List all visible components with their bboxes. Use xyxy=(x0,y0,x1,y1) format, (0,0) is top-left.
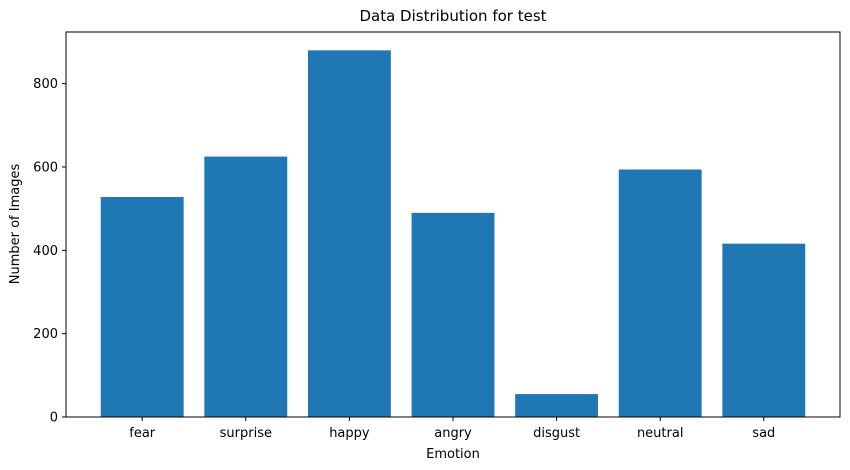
plot-area: fear surprise happy angry disgust neutral sad 0… xyxy=(33,50,806,441)
y-tick-label-0: 0 xyxy=(50,411,58,426)
x-tick-label-sad: sad xyxy=(752,426,775,441)
x-tick-label-surprise: surprise xyxy=(220,426,272,441)
x-axis-label: Emotion xyxy=(426,447,480,462)
chart-title: Data Distribution for test xyxy=(359,7,546,25)
y-axis-label: Number of Images xyxy=(8,164,23,285)
bar-angry xyxy=(411,212,495,417)
x-tick-label-happy: happy xyxy=(329,426,370,441)
x-tick-label-neutral: neutral xyxy=(637,426,684,441)
x-tick-label-fear: fear xyxy=(129,426,156,441)
y-tick-label-400: 400 xyxy=(33,244,58,259)
plot-frame xyxy=(65,31,841,418)
bar-neutral xyxy=(618,169,702,417)
x-tick-label-angry: angry xyxy=(434,426,472,441)
bar-surprise xyxy=(204,156,288,417)
y-tick-label-800: 800 xyxy=(33,77,58,92)
y-tick-label-200: 200 xyxy=(33,327,58,342)
bar-happy xyxy=(307,50,391,417)
x-tick-label-disgust: disgust xyxy=(533,426,580,441)
y-tick-label-600: 600 xyxy=(33,161,58,176)
bar-fear xyxy=(100,197,184,417)
bar-sad xyxy=(722,243,806,417)
bar-disgust xyxy=(515,394,599,417)
